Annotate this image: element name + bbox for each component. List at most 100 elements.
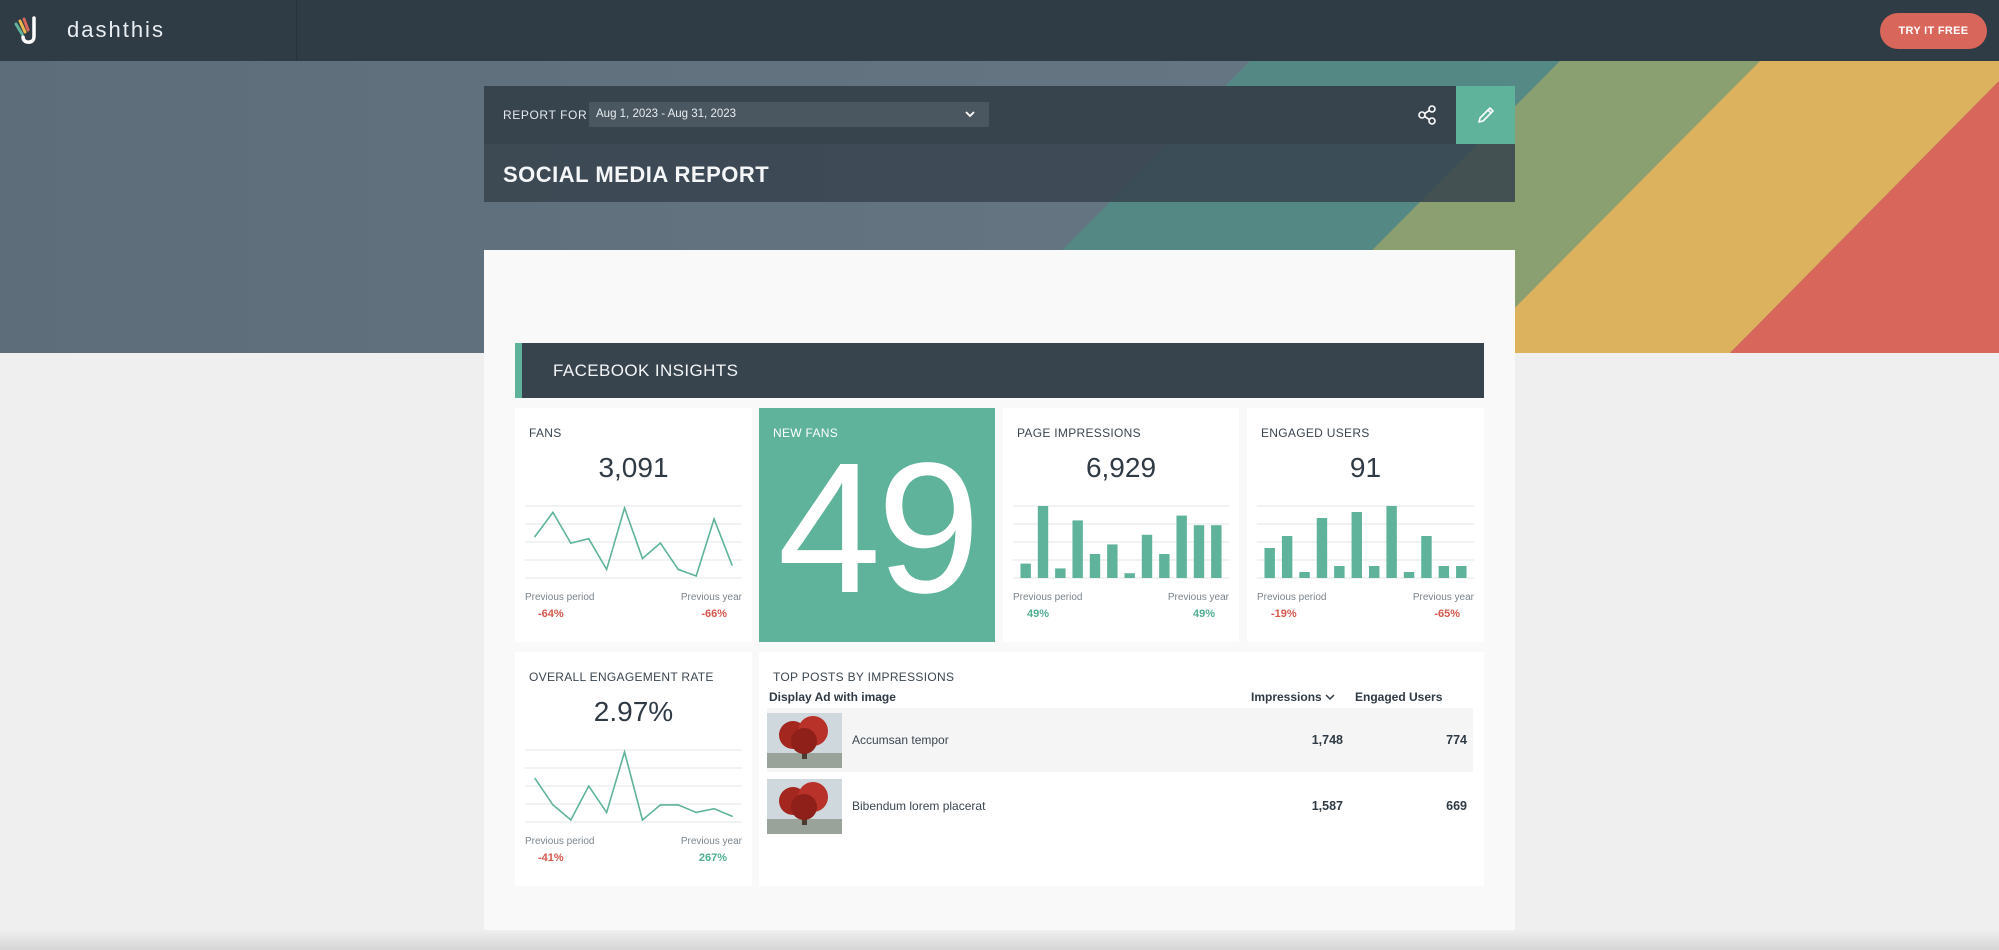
dashthis-logo-icon[interactable] <box>12 14 44 46</box>
page-impressions-bar-chart <box>1013 505 1229 579</box>
chart-bar <box>1334 566 1345 578</box>
report-for-label: REPORT FOR <box>503 108 588 122</box>
widget-label: FANS <box>529 426 562 440</box>
try-it-free-button[interactable]: TRY IT FREE <box>1880 13 1987 49</box>
chart-point <box>731 815 733 818</box>
chart-bar <box>1281 536 1293 578</box>
chart-bar <box>1193 525 1205 578</box>
logo-area: dashthis <box>0 0 297 61</box>
chart-point <box>587 537 590 540</box>
post-impressions: 1,748 <box>1311 733 1343 747</box>
chart-point <box>713 807 715 810</box>
chart-point <box>659 804 662 806</box>
previous-period-value: 49% <box>1027 608 1050 620</box>
page-impressions-widget[interactable]: PAGE IMPRESSIONS 6,929 Previous period P… <box>1003 408 1239 642</box>
engaged-users-widget[interactable]: ENGAGED USERS 91 Previous period Previou… <box>1247 408 1484 642</box>
chart-point <box>623 751 626 753</box>
chart-point <box>659 542 662 544</box>
widget-value: 91 <box>1349 452 1382 483</box>
widget-label: TOP POSTS BY IMPRESSIONS <box>773 670 955 684</box>
chart-point <box>552 511 554 514</box>
widget-label: NEW FANS <box>773 426 839 440</box>
chart-bar <box>1438 566 1450 578</box>
table-row[interactable]: Accumsan tempor 1,748 774 <box>767 708 1473 772</box>
column-header-impressions[interactable]: Impressions <box>1251 690 1335 704</box>
new-fans-widget[interactable]: NEW FANS 49 <box>759 408 995 642</box>
chart-bar <box>1351 512 1363 578</box>
pencil-icon <box>1477 107 1494 123</box>
chart-point <box>534 777 536 780</box>
chart-point <box>587 785 590 787</box>
chart-bar <box>1211 525 1222 578</box>
column-header-impressions-label: Impressions <box>1251 690 1322 704</box>
report-title-bar: SOCIAL MEDIA REPORT <box>484 144 1515 202</box>
previous-year-value: -65% <box>1434 608 1460 620</box>
brand-name: dashthis <box>67 17 165 42</box>
fans-line-chart <box>525 505 742 579</box>
chart-point <box>605 811 608 814</box>
chart-point <box>695 575 697 577</box>
engagement-rate-line-chart <box>525 749 742 823</box>
chart-point <box>605 568 608 571</box>
chart-bar <box>1264 548 1275 578</box>
chart-bar <box>1176 515 1187 578</box>
post-engaged-users: 774 <box>1446 733 1467 747</box>
widget-label: ENGAGED USERS <box>1261 426 1370 440</box>
column-header-engaged-users: Engaged Users <box>1355 690 1443 704</box>
post-name: Bibendum lorem placerat <box>852 799 986 813</box>
table-row[interactable]: Bibendum lorem placerat 1,587 669 <box>767 774 1473 838</box>
chart-point <box>677 804 680 806</box>
chart-point <box>677 568 680 571</box>
post-name: Accumsan tempor <box>852 733 949 747</box>
chart-bar <box>1403 572 1415 578</box>
chart-point <box>695 811 697 814</box>
chart-point <box>534 535 536 538</box>
chart-bar <box>1020 563 1031 578</box>
top-bar: dashthis TRY IT FREE <box>0 0 1999 61</box>
previous-year-value: -66% <box>701 608 727 620</box>
previous-period-value: -41% <box>538 852 564 864</box>
previous-year-label: Previous year <box>1167 592 1229 603</box>
chart-bar <box>1089 554 1101 578</box>
chart-point <box>641 819 644 821</box>
chart-bar <box>1456 566 1467 578</box>
widget-label: PAGE IMPRESSIONS <box>1017 426 1141 440</box>
section-title: FACEBOOK INSIGHTS <box>553 361 739 380</box>
chart-bar <box>1037 506 1049 578</box>
chart-point <box>731 564 733 566</box>
widget-value: 49 <box>777 425 981 632</box>
chart-bar <box>1159 554 1170 578</box>
chart-bar <box>1386 506 1397 578</box>
date-range-value: Aug 1, 2023 - Aug 31, 2023 <box>596 108 737 120</box>
top-posts-widget[interactable]: TOP POSTS BY IMPRESSIONS Display Ad with… <box>759 652 1484 886</box>
edit-button[interactable] <box>1456 86 1515 144</box>
previous-year-label: Previous year <box>680 592 742 603</box>
chart-bar <box>1072 520 1083 578</box>
share-icon[interactable] <box>1414 102 1440 128</box>
chart-bar <box>1124 573 1135 578</box>
chart-bar <box>1368 566 1380 578</box>
widget-label: OVERALL ENGAGEMENT RATE <box>529 670 714 684</box>
post-impressions: 1,587 <box>1311 799 1343 813</box>
engagement-rate-widget[interactable]: OVERALL ENGAGEMENT RATE 2.97% Previous p… <box>515 652 752 886</box>
section-header: FACEBOOK INSIGHTS <box>515 343 1484 398</box>
column-header-post: Display Ad with image <box>769 690 896 704</box>
bottom-edge <box>0 930 1999 950</box>
post-thumbnail-image <box>767 779 842 834</box>
previous-year-label: Previous year <box>1412 592 1474 603</box>
chart-series-line <box>534 749 733 822</box>
previous-period-label: Previous period <box>525 836 595 847</box>
previous-period-value: -64% <box>538 608 564 620</box>
chart-point <box>623 507 626 509</box>
chart-bar <box>1107 544 1118 578</box>
date-range-select[interactable]: Aug 1, 2023 - Aug 31, 2023 <box>589 102 989 127</box>
chart-series-line <box>534 505 733 578</box>
fans-widget[interactable]: FANS 3,091 Previous period Previous year… <box>515 408 752 642</box>
sort-chevron-down-icon <box>1325 694 1335 701</box>
engaged-users-bar-chart <box>1257 505 1474 579</box>
previous-period-label: Previous period <box>1257 592 1327 603</box>
previous-period-label: Previous period <box>1013 592 1083 603</box>
chart-point <box>641 557 644 560</box>
previous-period-label: Previous period <box>525 592 595 603</box>
chevron-down-icon <box>965 111 975 118</box>
